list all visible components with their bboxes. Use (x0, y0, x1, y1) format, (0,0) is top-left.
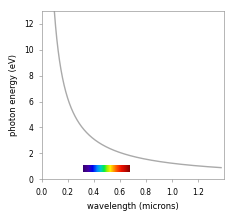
Y-axis label: photon energy (eV): photon energy (eV) (9, 54, 18, 136)
X-axis label: wavelength (microns): wavelength (microns) (87, 202, 179, 211)
